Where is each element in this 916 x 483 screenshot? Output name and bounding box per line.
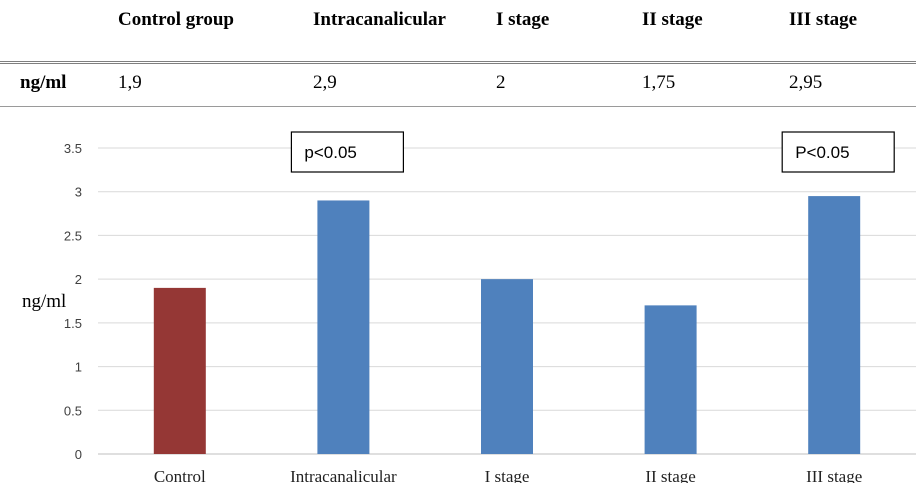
y-tick-label: 3.5 [64,141,82,156]
bar-chart: 0 0.5 1 1.5 2 2.5 3 3.5 Control Intracanalicular… [22,131,916,483]
bar [481,279,533,454]
x-axis-ticks: Control Intracanalicular I stage II stage II… [154,467,862,483]
y-tick-label: 2 [75,272,82,287]
annotation-text: P<0.05 [795,143,849,162]
table-rule-bottom [0,106,916,107]
header-i-stage: I stage [496,9,550,30]
annotation-box [781,131,895,173]
x-tick-label: II stage [645,467,696,483]
bar [808,196,861,454]
value-iii-stage: 2,95 [789,72,823,93]
bar [153,287,206,454]
y-tick-label: 1 [75,360,82,375]
x-tick-label: III stage [806,467,862,483]
value-intracanalicular: 2,9 [313,72,337,93]
row-label-unit: ng/ml [20,72,67,93]
y-axis-ticks: 0 0.5 1 1.5 2 2.5 3 3.5 [64,141,82,462]
y-tick-label: 1.5 [64,316,82,331]
header-intracanalicular: Intracanalicular [313,9,446,30]
x-tick-label: I stage [485,467,530,483]
bar [644,305,697,454]
annotation-box [290,131,404,173]
x-tick-label: Intracanalicular [290,467,397,483]
annotation-text: p<0.05 [304,143,356,162]
value-control-group: 1,9 [118,72,142,93]
value-ii-stage: 1,75 [642,72,676,93]
header-iii-stage: III stage [789,9,858,30]
table-rule-top [0,61,916,62]
annotations: p<0.05 P<0.05 [290,131,895,173]
header-ii-stage: II stage [642,9,703,30]
y-tick-label: 0.5 [64,403,82,418]
value-i-stage: 2 [496,72,506,93]
values-table: Control group Intracanalicular I stage I… [0,0,916,110]
header-control-group: Control group [118,9,234,30]
y-tick-label: 3 [75,185,82,200]
y-tick-label: 0 [75,447,82,462]
bars [153,196,861,454]
y-tick-label: 2.5 [64,228,82,243]
y-axis-label: ng/ml [22,291,66,312]
x-tick-label: Control [154,467,206,483]
table-rule-top-double [0,63,916,64]
bar [317,200,370,454]
